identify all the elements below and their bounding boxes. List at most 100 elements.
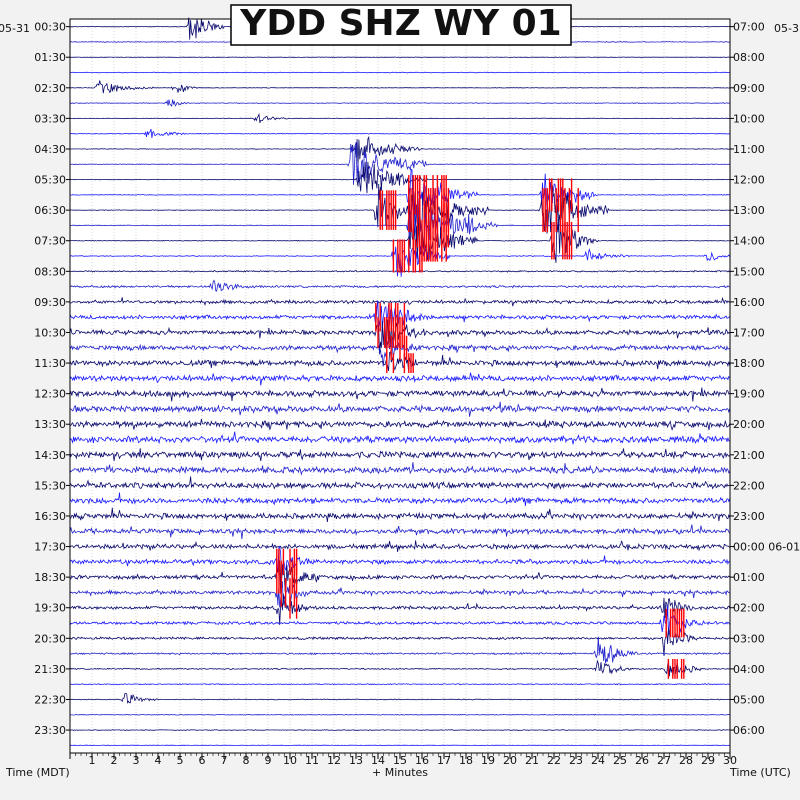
time-label-right: 22:00 [733,479,765,492]
x-tick-label: 7 [221,754,228,767]
time-label-left: 18:30 [34,571,66,584]
time-label-right: 19:00 [733,388,765,401]
trace-row [69,744,730,747]
trace-row [69,659,730,678]
trace-row [69,135,730,166]
trace-row [69,683,730,686]
x-tick-label: 25 [613,754,627,767]
x-tick-label: 13 [349,754,363,767]
trace-row [70,279,730,292]
time-label-left: 15:30 [34,479,66,492]
time-label-right: 06:00 [733,724,765,737]
time-label-left: 10:30 [34,326,66,339]
x-tick-label: 28 [679,754,693,767]
x-tick-label: 21 [525,754,539,767]
x-tick-label: 5 [177,754,184,767]
x-tick-label: 6 [199,754,206,767]
time-label-left: 04:30 [34,143,66,156]
x-tick-label: 24 [591,754,605,767]
time-label-left: 11:30 [34,357,66,370]
x-tick-label: 20 [503,754,517,767]
trace-row [69,581,730,608]
time-label-right: 17:00 [733,326,765,339]
x-tick-label: 27 [657,754,671,767]
time-label-left: 14:30 [34,449,66,462]
x-tick-label: 9 [265,754,272,767]
time-label-right: 14:00 [733,235,765,248]
trace-row [69,545,730,577]
x-tick-label: 2 [111,754,118,767]
x-tick-label: 4 [155,754,162,767]
x-axis-ticks: 1 2 3 4 5 6 7 8 9 10 11 12 13 14 15 16 17 18 19 20 21 22 23 24 2… [69,753,737,767]
trace-row [69,540,730,552]
trace-row [69,168,730,215]
trace-row [69,300,731,330]
trace-row [69,193,730,250]
trace-row [69,462,731,476]
trace-row [69,628,730,657]
time-label-left: 16:30 [34,510,66,523]
trace-row [69,401,731,417]
x-tick-label: 8 [243,754,250,767]
time-label-left: 19:30 [34,602,66,615]
trace-row [69,431,730,445]
x-tick-label: 3 [133,754,140,767]
time-label-right: 08:00 [733,51,765,64]
chart-title-box: YDD SHZ WY 01 [230,3,572,46]
trace-row [69,693,730,704]
x-axis-label: + Minutes [372,766,428,779]
time-label-left: 22:30 [34,693,66,706]
time-label-right: 12:00 [733,174,765,187]
chart-title: YDD SHZ WY 01 [239,3,561,44]
time-label-left: 02:30 [34,82,66,95]
x-tick-label: 18 [459,754,473,767]
trace-row [69,492,731,506]
x-tick-label: 17 [437,754,451,767]
time-label-right: 07:00 [733,21,765,34]
trace-row [69,605,731,636]
trace-row [69,99,730,108]
time-label-right: 10:00 [733,112,765,125]
time-label-right: 04:00 [733,663,765,676]
x-tick-label: 15 [393,754,407,767]
time-label-right: 18:00 [733,357,765,370]
left-axis-label: Time (MDT) [5,766,70,779]
trace-row [69,142,730,185]
minute-grid [91,19,709,753]
x-tick-label: 26 [635,754,649,767]
x-tick-label: 14 [371,754,385,767]
trace-row [69,351,731,372]
date-right: 05-31 [774,22,800,35]
trace-row [69,112,730,124]
trace-row [69,560,730,594]
date-left: 05-31 [0,22,30,35]
x-tick-label: 1 [89,754,96,767]
time-label-left: 05:30 [34,174,66,187]
time-label-left: 06:30 [34,204,66,217]
trace-row [69,476,730,491]
time-labels: 00:30 01:30 02:30 03:30 04:30 05:30 06:30 07:30… [34,21,800,737]
trace-row [69,372,731,386]
trace-row [69,128,730,139]
x-tick-label: 10 [283,754,297,767]
time-label-left: 07:30 [34,235,66,248]
trace-row [69,297,730,307]
x-tick-label: 22 [547,754,561,767]
x-tick-label: 23 [569,754,583,767]
time-label-left: 03:30 [34,112,66,125]
trace-row [69,183,730,239]
x-tick-label: 19 [481,754,495,767]
trace-row [69,71,730,74]
trace-row [69,729,730,731]
time-label-right: 11:00 [733,143,765,156]
time-label-right: 16:00 [733,296,765,309]
x-tick-label: 29 [701,754,715,767]
x-tick-label: 16 [415,754,429,767]
time-label-right: 23:00 [733,510,765,523]
time-label-left: 23:30 [34,724,66,737]
time-label-left: 21:30 [34,663,66,676]
time-label-right: 00:00 06-01 [733,541,800,554]
time-label-left: 17:30 [34,541,66,554]
trace-row [69,56,730,58]
